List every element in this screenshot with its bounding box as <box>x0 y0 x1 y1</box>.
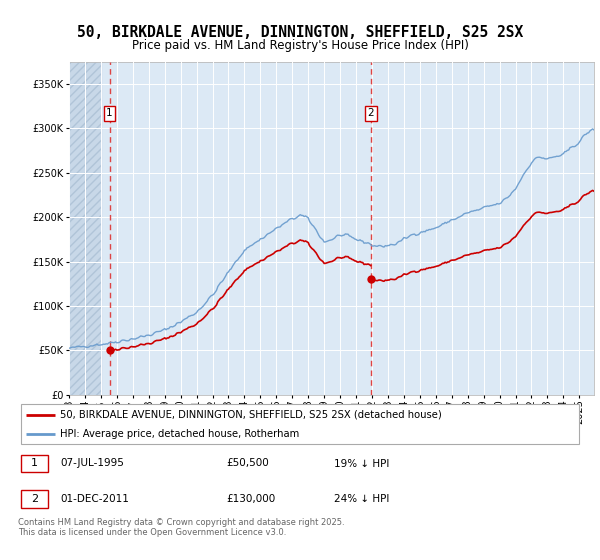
Text: 07-JUL-1995: 07-JUL-1995 <box>60 459 124 469</box>
Text: 50, BIRKDALE AVENUE, DINNINGTON, SHEFFIELD, S25 2SX (detached house): 50, BIRKDALE AVENUE, DINNINGTON, SHEFFIE… <box>60 409 442 419</box>
Text: 1: 1 <box>106 108 113 118</box>
Text: £50,500: £50,500 <box>227 459 269 469</box>
FancyBboxPatch shape <box>21 404 579 445</box>
Text: 1: 1 <box>31 459 38 469</box>
Polygon shape <box>69 62 101 395</box>
Text: £130,000: £130,000 <box>227 493 276 503</box>
FancyBboxPatch shape <box>21 489 48 507</box>
Text: HPI: Average price, detached house, Rotherham: HPI: Average price, detached house, Roth… <box>60 429 299 439</box>
Text: 50, BIRKDALE AVENUE, DINNINGTON, SHEFFIELD, S25 2SX: 50, BIRKDALE AVENUE, DINNINGTON, SHEFFIE… <box>77 25 523 40</box>
Text: 24% ↓ HPI: 24% ↓ HPI <box>334 493 389 503</box>
Text: 19% ↓ HPI: 19% ↓ HPI <box>334 459 389 469</box>
Text: Price paid vs. HM Land Registry's House Price Index (HPI): Price paid vs. HM Land Registry's House … <box>131 39 469 52</box>
Text: Contains HM Land Registry data © Crown copyright and database right 2025.
This d: Contains HM Land Registry data © Crown c… <box>18 518 344 538</box>
Text: 2: 2 <box>31 493 38 503</box>
Text: 01-DEC-2011: 01-DEC-2011 <box>60 493 129 503</box>
Text: 2: 2 <box>367 108 374 118</box>
FancyBboxPatch shape <box>21 455 48 473</box>
